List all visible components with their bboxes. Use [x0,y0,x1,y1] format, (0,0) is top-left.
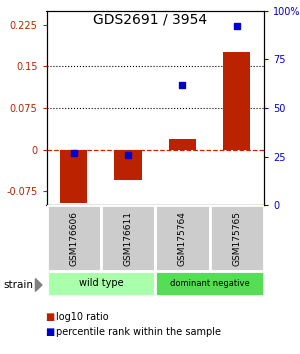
Bar [46,205,101,271]
Text: wild type: wild type [79,278,123,288]
Text: dominant negative: dominant negative [170,279,250,288]
Text: GSM176606: GSM176606 [69,211,78,266]
Text: strain: strain [3,280,33,290]
Bar [46,271,155,296]
Bar [101,205,155,271]
Bar [155,205,210,271]
Bar [155,271,264,296]
Polygon shape [35,279,42,291]
Text: GDS2691 / 3954: GDS2691 / 3954 [93,12,207,27]
Text: ■: ■ [45,312,54,322]
Bar [115,150,142,180]
Text: GSM176611: GSM176611 [124,211,133,266]
Bar [60,150,87,202]
Text: GSM175764: GSM175764 [178,211,187,266]
Text: ■: ■ [45,327,54,337]
Bar [223,52,250,150]
Bar [169,138,196,150]
Text: GSM175765: GSM175765 [232,211,241,266]
Text: log10 ratio: log10 ratio [56,312,108,322]
Bar [210,205,264,271]
Text: percentile rank within the sample: percentile rank within the sample [56,327,220,337]
